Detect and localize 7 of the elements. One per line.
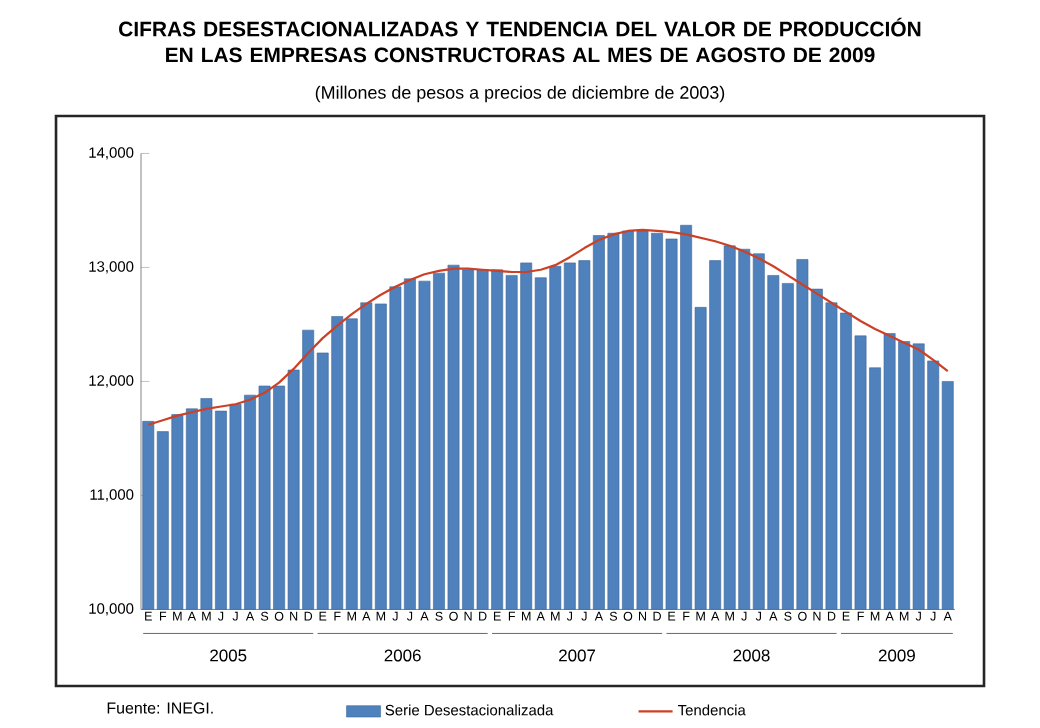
chart-title: CIFRAS DESESTACIONALIZADAS Y TENDENCIA DEL VALOR DE PRODUCCIÓN EN LAS EMPRESAS CONSTRUCTORAS AL MES DE AGOSTO DE 2009 [119,17,921,63]
text: 2006 [384,649,421,662]
text: 2007 [559,649,596,662]
chart-subtitle: (Millones de pesos a precios de diciembre de 2003) [315,85,725,103]
text: 2005 [210,649,247,662]
text: 2009 [878,649,915,662]
text: 2008 [733,649,770,662]
